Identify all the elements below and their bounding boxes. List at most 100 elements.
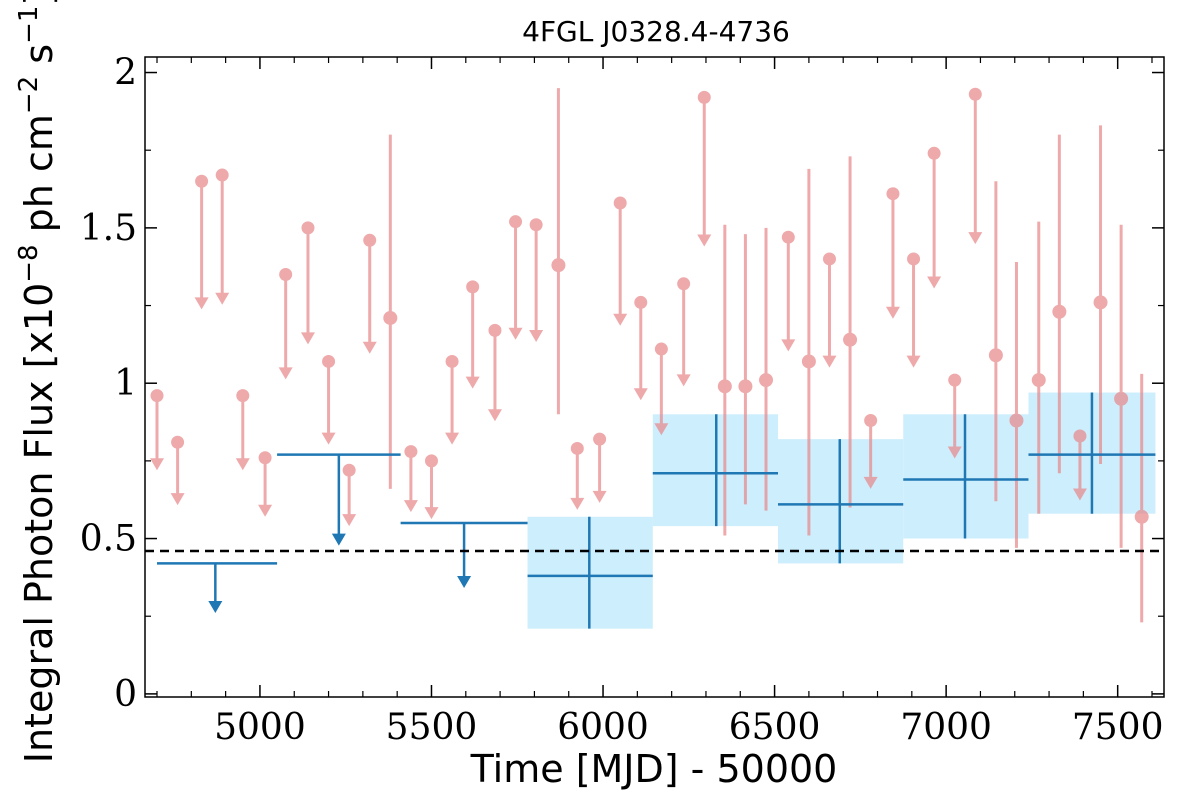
upper-limit-arrow (403, 500, 418, 513)
upper-limit-arrow (321, 432, 336, 445)
detection-marker (1134, 509, 1149, 524)
upper-limit-marker (634, 295, 648, 309)
detail-detection (383, 134, 398, 489)
upper-limit-arrow (822, 355, 837, 368)
detail-detection (1114, 224, 1129, 548)
wide-detection (652, 414, 779, 527)
x-axis-label: Time [MJD] - 50000 (470, 747, 838, 791)
detail-upper-limit (676, 277, 691, 387)
detail-upper-limit (529, 218, 544, 343)
upper-limit-arrow (570, 497, 585, 510)
detail-upper-limit (403, 445, 418, 513)
detail-upper-limit (654, 342, 669, 436)
detail-upper-limit (465, 280, 480, 389)
upper-limit-marker (968, 87, 982, 101)
detail-upper-limit (487, 323, 502, 422)
y-tick-label: 2 (114, 53, 137, 94)
wide-ul-arrow (331, 533, 346, 546)
x-tick-label: 5500 (386, 707, 478, 748)
upper-limit-arrow (654, 423, 669, 436)
detection-marker (1093, 295, 1108, 310)
upper-limit-marker (150, 389, 164, 403)
detail-upper-limit (863, 413, 878, 489)
upper-limit-marker (927, 146, 941, 160)
detail-detection (1093, 125, 1108, 464)
upper-limit-marker (529, 218, 543, 232)
detail-upper-limit (592, 432, 607, 503)
upper-limit-arrow (215, 292, 230, 305)
detail-detection (988, 181, 1003, 502)
upper-limit-arrow (613, 313, 628, 326)
detection-marker (801, 354, 816, 369)
upper-limit-arrow (947, 446, 962, 459)
upper-limit-marker (613, 196, 627, 210)
upper-limit-marker (171, 435, 185, 449)
detail-upper-limit (968, 87, 983, 245)
upper-limit-marker (279, 267, 293, 281)
upper-limit-arrow (194, 297, 209, 310)
x-tick-label: 5000 (214, 707, 306, 748)
detection-marker (759, 373, 774, 388)
upper-limit-arrow (342, 514, 357, 527)
upper-limit-marker (593, 432, 607, 446)
upper-limit-arrow (300, 332, 315, 345)
y-axis-label-part-a: Integral Photon Flux [x10 (17, 283, 61, 764)
y-tick-label: 0.5 (80, 519, 137, 560)
detail-upper-limit (215, 168, 230, 305)
detail-detection (1031, 221, 1046, 514)
detection-marker (1114, 391, 1129, 406)
detail-upper-limit (194, 174, 209, 310)
upper-limit-marker (215, 168, 229, 182)
detail-upper-limit (906, 252, 921, 368)
detail-upper-limit (362, 233, 377, 354)
detection-marker (1031, 373, 1046, 388)
upper-limit-arrow (968, 232, 983, 245)
upper-limit-marker (466, 280, 480, 294)
detail-upper-limit (927, 146, 942, 289)
detail-upper-limit (697, 90, 712, 247)
detail-upper-limit (633, 295, 648, 401)
wide-bin-bands (527, 392, 1156, 629)
upper-limit-marker (301, 221, 315, 235)
detail-points (150, 87, 1149, 623)
y-axis-label-part-e: s (17, 44, 61, 76)
upper-limit-marker (822, 252, 836, 266)
detail-detection (759, 227, 774, 511)
plot-frame (144, 56, 1165, 698)
upper-limit-marker (236, 389, 250, 403)
upper-limit-arrow (258, 504, 273, 517)
detection-marker (843, 332, 858, 347)
upper-limit-arrow (487, 409, 502, 422)
x-tick-label: 7500 (1072, 707, 1164, 748)
y-axis-label-exp-2: −2 (14, 76, 44, 114)
upper-limit-marker (781, 230, 795, 244)
y-tick-label: 1.5 (80, 208, 137, 249)
detection-marker (551, 258, 566, 273)
detail-upper-limit (822, 252, 837, 368)
axis-ticks: 5000 5500 6000 6500 7000 7500 0 0.5 1 1.5 2 (80, 53, 1164, 748)
upper-limit-marker (886, 187, 900, 201)
upper-limit-marker (948, 373, 962, 387)
upper-limit-arrow (529, 330, 544, 343)
detail-upper-limit (570, 441, 585, 510)
wide-upper-limit (277, 453, 401, 546)
upper-limit-arrow (1072, 488, 1087, 501)
detection-marker (383, 310, 398, 325)
upper-limit-marker (488, 323, 502, 337)
detail-upper-limit (445, 354, 460, 445)
upper-limit-arrow (633, 388, 648, 401)
upper-limit-marker (322, 354, 336, 368)
detection-marker (717, 379, 732, 394)
upper-limit-arrow (465, 376, 480, 389)
detail-detection (1009, 262, 1024, 548)
upper-limit-marker (907, 252, 921, 266)
detail-upper-limit (508, 215, 523, 340)
y-tick-label: 1 (114, 363, 137, 404)
detail-upper-limit (1072, 429, 1087, 501)
upper-limit-arrow (424, 507, 439, 520)
wide-detection (903, 414, 1029, 539)
upper-limit-arrow (863, 476, 878, 489)
upper-limit-arrow (362, 341, 377, 354)
detection-marker (1009, 413, 1024, 428)
